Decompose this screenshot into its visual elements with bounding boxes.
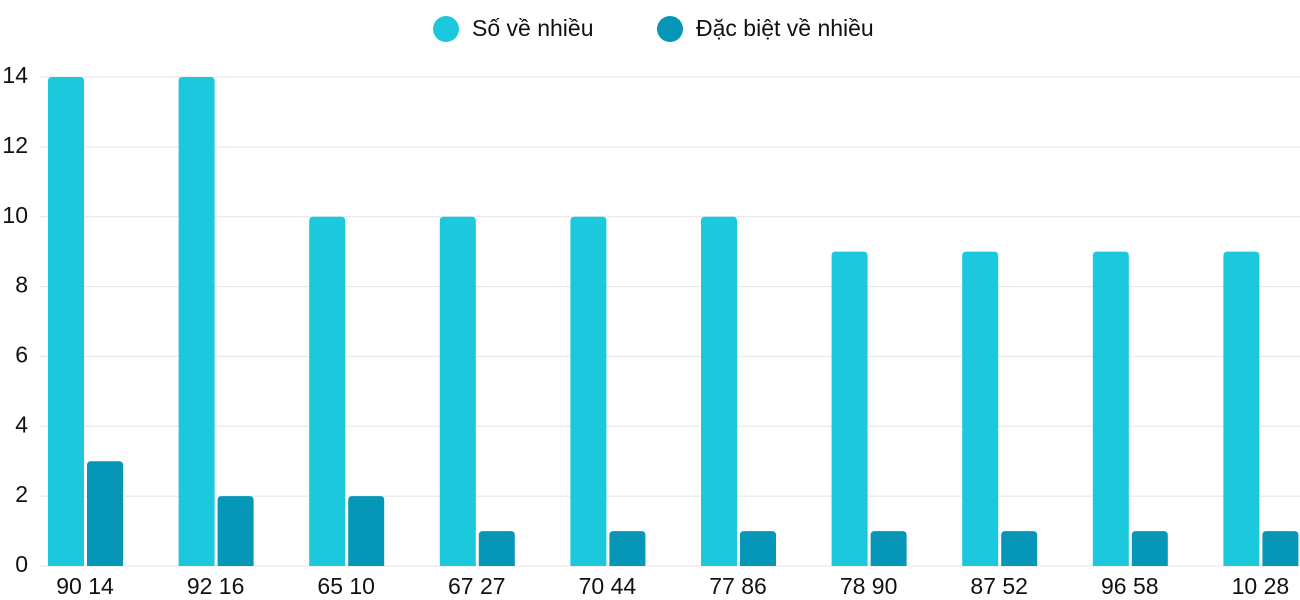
legend-marker [433,16,459,42]
bar [309,216,346,566]
y-tick-label: 14 [2,62,28,88]
bar [1092,251,1129,566]
x-tick-label: 67 27 [448,573,506,599]
y-tick-label: 2 [15,481,28,507]
bar [348,496,385,566]
bar [609,531,646,566]
bar [1223,251,1260,566]
y-tick-label: 6 [15,342,28,368]
bar [178,77,215,566]
y-tick-label: 8 [15,272,28,298]
x-tick-label: 90 14 [56,573,114,599]
bar [1131,531,1168,566]
bar [217,496,254,566]
bar [478,531,515,566]
y-tick-label: 0 [15,551,28,577]
bar [701,216,737,566]
x-tick-label: 70 44 [579,573,637,599]
bar [87,461,123,566]
bar [870,531,907,566]
y-tick-label: 12 [2,132,28,158]
x-tick-label: 96 58 [1101,573,1159,599]
bar [48,77,84,566]
x-tick-label: 87 52 [970,573,1028,599]
bar [1001,531,1038,566]
y-tick-label: 10 [2,202,28,228]
bar [439,216,476,566]
legend-marker [657,16,683,42]
x-tick-label: 10 28 [1232,573,1290,599]
x-tick-label: 78 90 [840,573,898,599]
y-tick-label: 4 [15,411,28,437]
x-tick-label: 77 86 [709,573,767,599]
bar [570,216,607,566]
bar [740,531,776,566]
legend-label: Số về nhiều [472,15,593,41]
legend-label: Đặc biệt về nhiều [696,15,874,41]
legend: Số về nhiều Đặc biệt về nhiều [433,15,874,42]
bar [831,251,868,566]
x-tick-label: 65 10 [317,573,375,599]
x-tick-label: 92 16 [187,573,245,599]
bar [962,251,999,566]
bar [1262,531,1299,566]
